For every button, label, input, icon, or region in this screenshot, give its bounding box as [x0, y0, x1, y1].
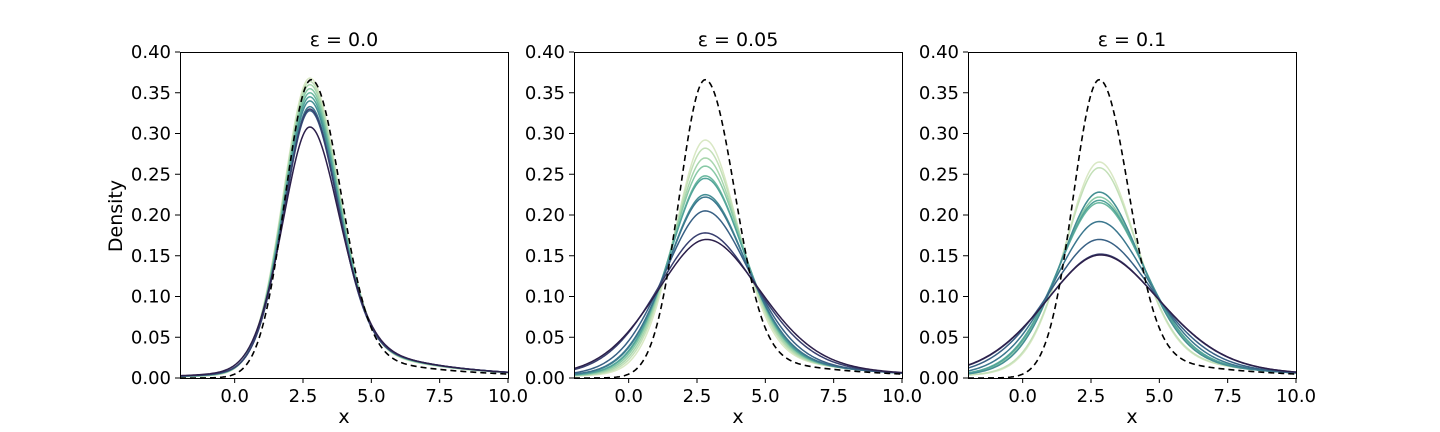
x-axis-label: x — [1126, 406, 1137, 428]
y-tick-label: 0.05 — [131, 327, 171, 348]
y-tick-label: 0.15 — [525, 246, 565, 267]
panel-title: ε = 0.0 — [310, 29, 379, 51]
x-tick-label: 2.5 — [289, 386, 318, 407]
y-tick-label: 0.25 — [525, 164, 565, 185]
y-tick-label: 0.35 — [525, 83, 565, 104]
x-axis-label: x — [338, 406, 349, 428]
panel-eps-0-05: ε = 0.05 x 0.0 2.5 5.0 7.5 10.00.000.050.100… — [525, 29, 922, 428]
y-tick-label: 0.35 — [131, 83, 171, 104]
y-tick-label: 0.10 — [919, 287, 959, 308]
y-tick-label: 0.40 — [525, 42, 565, 63]
x-tick-label: 10.0 — [488, 386, 528, 407]
y-tick-label: 0.30 — [525, 124, 565, 145]
y-axis-label: Density — [105, 180, 127, 252]
x-axis-label: x — [732, 406, 743, 428]
reference-density-line — [968, 78, 1296, 378]
y-tick-label: 0.25 — [131, 164, 171, 185]
y-tick-label: 0.00 — [131, 368, 171, 389]
y-tick-label: 0.05 — [919, 327, 959, 348]
density-series-line — [180, 126, 508, 377]
x-tick-label: 7.5 — [1213, 386, 1242, 407]
y-tick-label: 0.00 — [919, 368, 959, 389]
axis-ticks: 0.0 2.5 5.0 7.5 10.0 0.00 0.05 0.10 0.15 0.20 0.25… — [525, 42, 922, 407]
y-tick-label: 0.00 — [525, 368, 565, 389]
x-tick-label: 5.0 — [357, 386, 386, 407]
y-tick-label: 0.15 — [131, 246, 171, 267]
axis-ticks: 0.0 2.5 5.0 7.5 10.0 0.00 0.05 0.10 0.15 0.20 0.25… — [131, 42, 528, 407]
x-tick-label: 7.5 — [819, 386, 848, 407]
y-tick-label: 0.35 — [919, 83, 959, 104]
plot-area — [574, 78, 902, 378]
reference-density-line — [574, 78, 902, 378]
y-tick-label: 0.20 — [525, 205, 565, 226]
panel-eps-0: ε = 0.0 Density x 0.0 2.5 5.0 7.5 10.00.000.… — [105, 29, 528, 428]
x-tick-label: 2.5 — [683, 386, 712, 407]
axes-frame — [968, 52, 1297, 379]
y-tick-label: 0.40 — [919, 42, 959, 63]
x-tick-label: 5.0 — [751, 386, 780, 407]
panel-eps-0-1: ε = 0.1 x 0.0 2.5 5.0 7.5 10.00.000.050.100.… — [919, 29, 1316, 428]
density-series-line — [574, 238, 902, 374]
panel-title: ε = 0.1 — [1098, 29, 1167, 51]
axes-frame — [574, 52, 903, 379]
x-tick-label: 0.0 — [614, 386, 643, 407]
y-tick-label: 0.20 — [131, 205, 171, 226]
y-tick-label: 0.10 — [131, 287, 171, 308]
y-tick-label: 0.15 — [919, 246, 959, 267]
density-series-line — [968, 191, 1296, 375]
y-tick-label: 0.10 — [525, 287, 565, 308]
panel-title: ε = 0.05 — [698, 29, 779, 51]
plot-area — [180, 77, 508, 378]
reference-density-line — [180, 78, 508, 378]
density-series-line — [968, 220, 1296, 374]
x-tick-label: 10.0 — [882, 386, 922, 407]
y-tick-label: 0.05 — [525, 327, 565, 348]
y-tick-label: 0.30 — [131, 124, 171, 145]
y-tick-label: 0.40 — [131, 42, 171, 63]
x-tick-label: 0.0 — [1008, 386, 1037, 407]
plot-area — [968, 78, 1296, 378]
density-series-line — [574, 210, 902, 374]
x-tick-label: 10.0 — [1276, 386, 1316, 407]
y-tick-label: 0.20 — [919, 205, 959, 226]
y-tick-label: 0.30 — [919, 124, 959, 145]
density-series-line — [968, 238, 1296, 374]
x-tick-label: 2.5 — [1077, 386, 1106, 407]
density-series-line — [968, 254, 1296, 373]
axis-ticks: 0.0 2.5 5.0 7.5 10.0 0.00 0.05 0.10 0.15 0.20 0.25… — [919, 42, 1316, 407]
x-tick-label: 7.5 — [425, 386, 454, 407]
axes-frame — [180, 52, 509, 379]
x-tick-label: 5.0 — [1145, 386, 1174, 407]
y-tick-label: 0.25 — [919, 164, 959, 185]
x-tick-label: 0.0 — [220, 386, 249, 407]
